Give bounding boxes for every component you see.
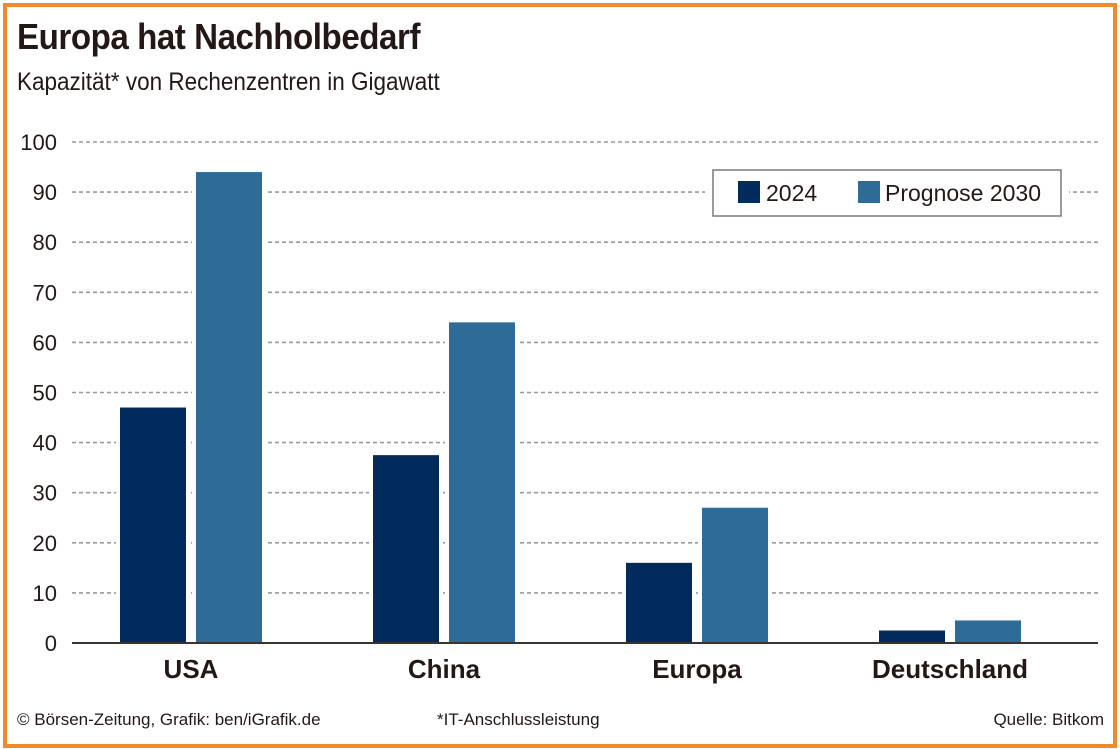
x-category-label: USA [164, 654, 219, 684]
legend-swatch-prognose-2030 [858, 181, 880, 203]
y-tick-label: 10 [33, 581, 57, 606]
y-tick-label: 50 [33, 381, 57, 406]
bar-europa-prognose-2030 [702, 507, 768, 643]
legend: 2024 Prognose 2030 [705, 165, 1069, 221]
y-tick-label: 40 [33, 431, 57, 456]
bar-usa-prognose-2030 [196, 172, 262, 643]
bar-deutschland-2024 [879, 630, 945, 643]
legend-swatch-2024 [738, 181, 760, 203]
y-tick-label: 100 [20, 130, 57, 155]
y-tick-label: 20 [33, 531, 57, 556]
x-category-label: Europa [652, 654, 742, 684]
bar-usa-2024 [120, 407, 186, 643]
y-tick-label: 30 [33, 481, 57, 506]
legend-box [712, 169, 1062, 217]
y-tick-label: 70 [33, 280, 57, 305]
y-tick-label: 60 [33, 330, 57, 355]
y-tick-label: 0 [45, 631, 57, 656]
y-axis-ticks: 0 10 20 30 40 50 60 70 80 90 100 [20, 130, 57, 656]
bar-europa-2024 [626, 562, 692, 643]
chart-subtitle: Kapazität* von Rechenzentren in Gigawatt [17, 68, 440, 96]
bars [116, 172, 1025, 643]
footer-note: *IT-Anschlussleistung [437, 710, 600, 729]
legend-label-2024: 2024 [766, 180, 817, 206]
bar-deutschland-prognose-2030 [955, 620, 1021, 643]
y-tick-label: 80 [33, 230, 57, 255]
chart-title: Europa hat Nachholbedarf [17, 16, 421, 57]
y-tick-label: 90 [33, 180, 57, 205]
bar-china-2024 [373, 455, 439, 643]
legend-label-prognose-2030: Prognose 2030 [885, 180, 1041, 206]
x-axis-categories: USA China Europa Deutschland [164, 654, 1028, 684]
footer-credit: © Börsen-Zeitung, Grafik: ben/iGrafik.de [17, 710, 321, 729]
x-category-label: China [408, 654, 481, 684]
bar-china-prognose-2030 [449, 322, 515, 643]
x-category-label: Deutschland [872, 654, 1028, 684]
footer-source: Quelle: Bitkom [993, 710, 1104, 729]
